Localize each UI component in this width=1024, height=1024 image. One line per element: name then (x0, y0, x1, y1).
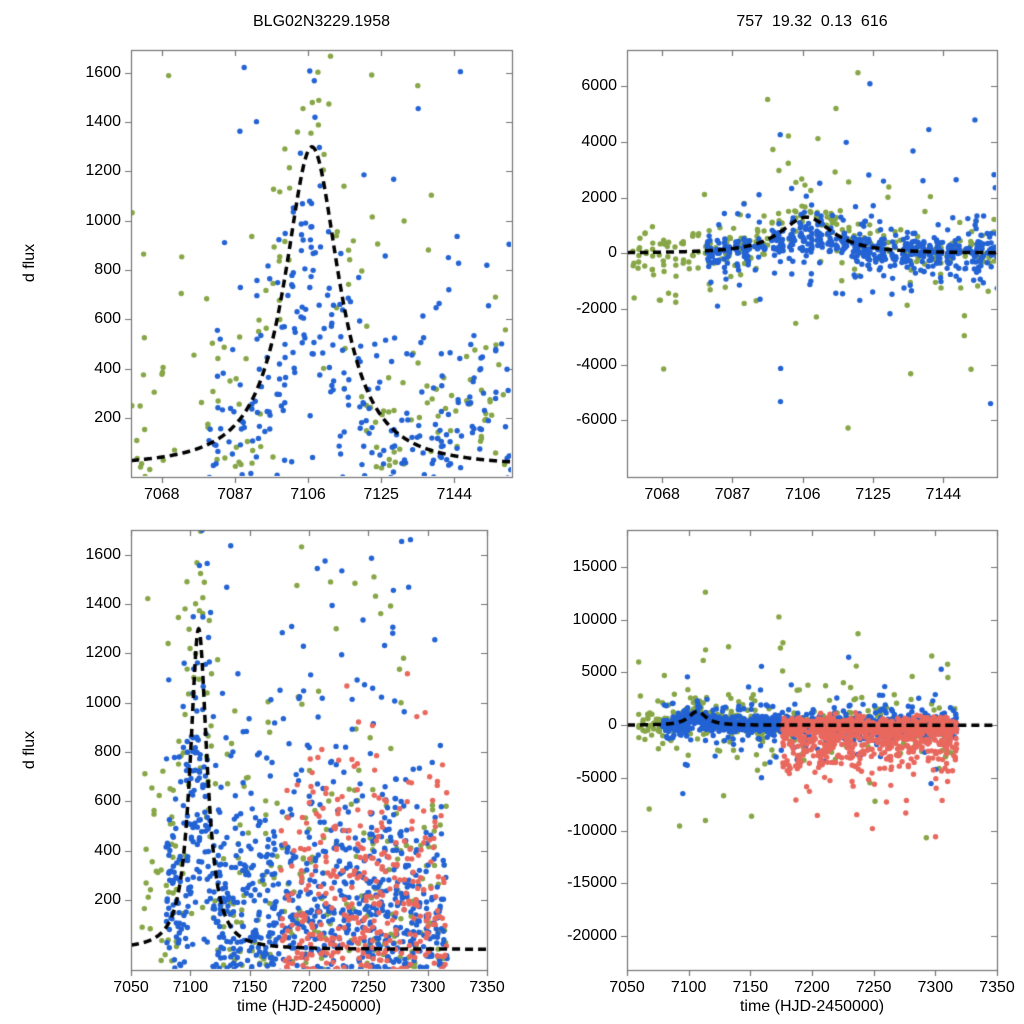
tick-label: 7144 (436, 486, 473, 503)
tick-label: 7150 (732, 979, 769, 996)
tick-label: 600 (94, 310, 121, 328)
x-axis-label-bottom-right: time (HJD-2450000) (739, 998, 885, 1015)
tick-label: 7087 (714, 486, 751, 503)
tick-label: 2000 (581, 188, 617, 206)
tick-label: 7087 (217, 486, 253, 503)
tick-label: -5000 (576, 768, 617, 786)
tick-label: 7068 (644, 486, 680, 503)
tick-label: 1000 (85, 693, 121, 711)
tick-label: 5000 (581, 663, 617, 681)
tick-label: -10000 (567, 821, 617, 839)
tick-label: 15000 (572, 558, 618, 576)
tick-label: 7144 (925, 486, 962, 503)
x-axis-label-bottom-left: time (HJD-2450000) (236, 998, 382, 1015)
tick-label: 1200 (85, 162, 121, 180)
tick-label: 200 (94, 890, 121, 908)
tick-label: 10000 (572, 610, 618, 628)
tick-label: 4000 (581, 132, 617, 150)
tick-label: 800 (94, 261, 121, 279)
tick-label: -6000 (576, 411, 617, 429)
tick-label: 7125 (363, 486, 399, 503)
tick-label: 7106 (784, 486, 821, 503)
tick-label: 7050 (609, 979, 645, 996)
panel-title-left: BLG02N3229.1958 (253, 13, 390, 30)
tick-label: 7068 (143, 486, 180, 503)
tick-label: 7350 (979, 979, 1015, 996)
tick-label: -4000 (576, 355, 617, 373)
tick-label: -15000 (567, 874, 617, 892)
tick-label: -20000 (567, 926, 617, 944)
tick-label: 1600 (85, 545, 121, 563)
tick-label: -2000 (576, 300, 617, 318)
tick-label: 600 (94, 792, 121, 810)
tick-label: 7150 (231, 979, 268, 996)
tick-label: 0 (608, 244, 617, 262)
tick-label: 7300 (917, 979, 954, 996)
tick-label: 7050 (113, 979, 149, 996)
tick-label: 7200 (794, 979, 830, 996)
tick-label: 1600 (85, 63, 121, 81)
tick-label: 1400 (85, 595, 121, 613)
tick-label: 7125 (855, 486, 891, 503)
tick-label: 7100 (172, 979, 209, 996)
tick-label: 7106 (290, 486, 326, 503)
tick-label: 7300 (409, 979, 446, 996)
tick-label: 7350 (469, 979, 505, 996)
tick-label: 7250 (855, 979, 892, 996)
tick-label: 1200 (85, 644, 121, 662)
tick-label: 0 (608, 716, 617, 734)
tick-label: 800 (94, 743, 121, 761)
tick-label: 7100 (670, 979, 707, 996)
tick-label: 7200 (291, 979, 327, 996)
tick-label: 6000 (581, 77, 617, 95)
tick-label: 7250 (350, 979, 387, 996)
tick-label: 400 (94, 841, 121, 859)
tick-label: 1400 (85, 113, 121, 131)
tick-label: 400 (94, 359, 121, 377)
tick-label: 200 (94, 408, 121, 426)
panel-title-right: 757 19.32 0.13 616 (736, 13, 888, 30)
tick-label: 1000 (85, 211, 121, 229)
